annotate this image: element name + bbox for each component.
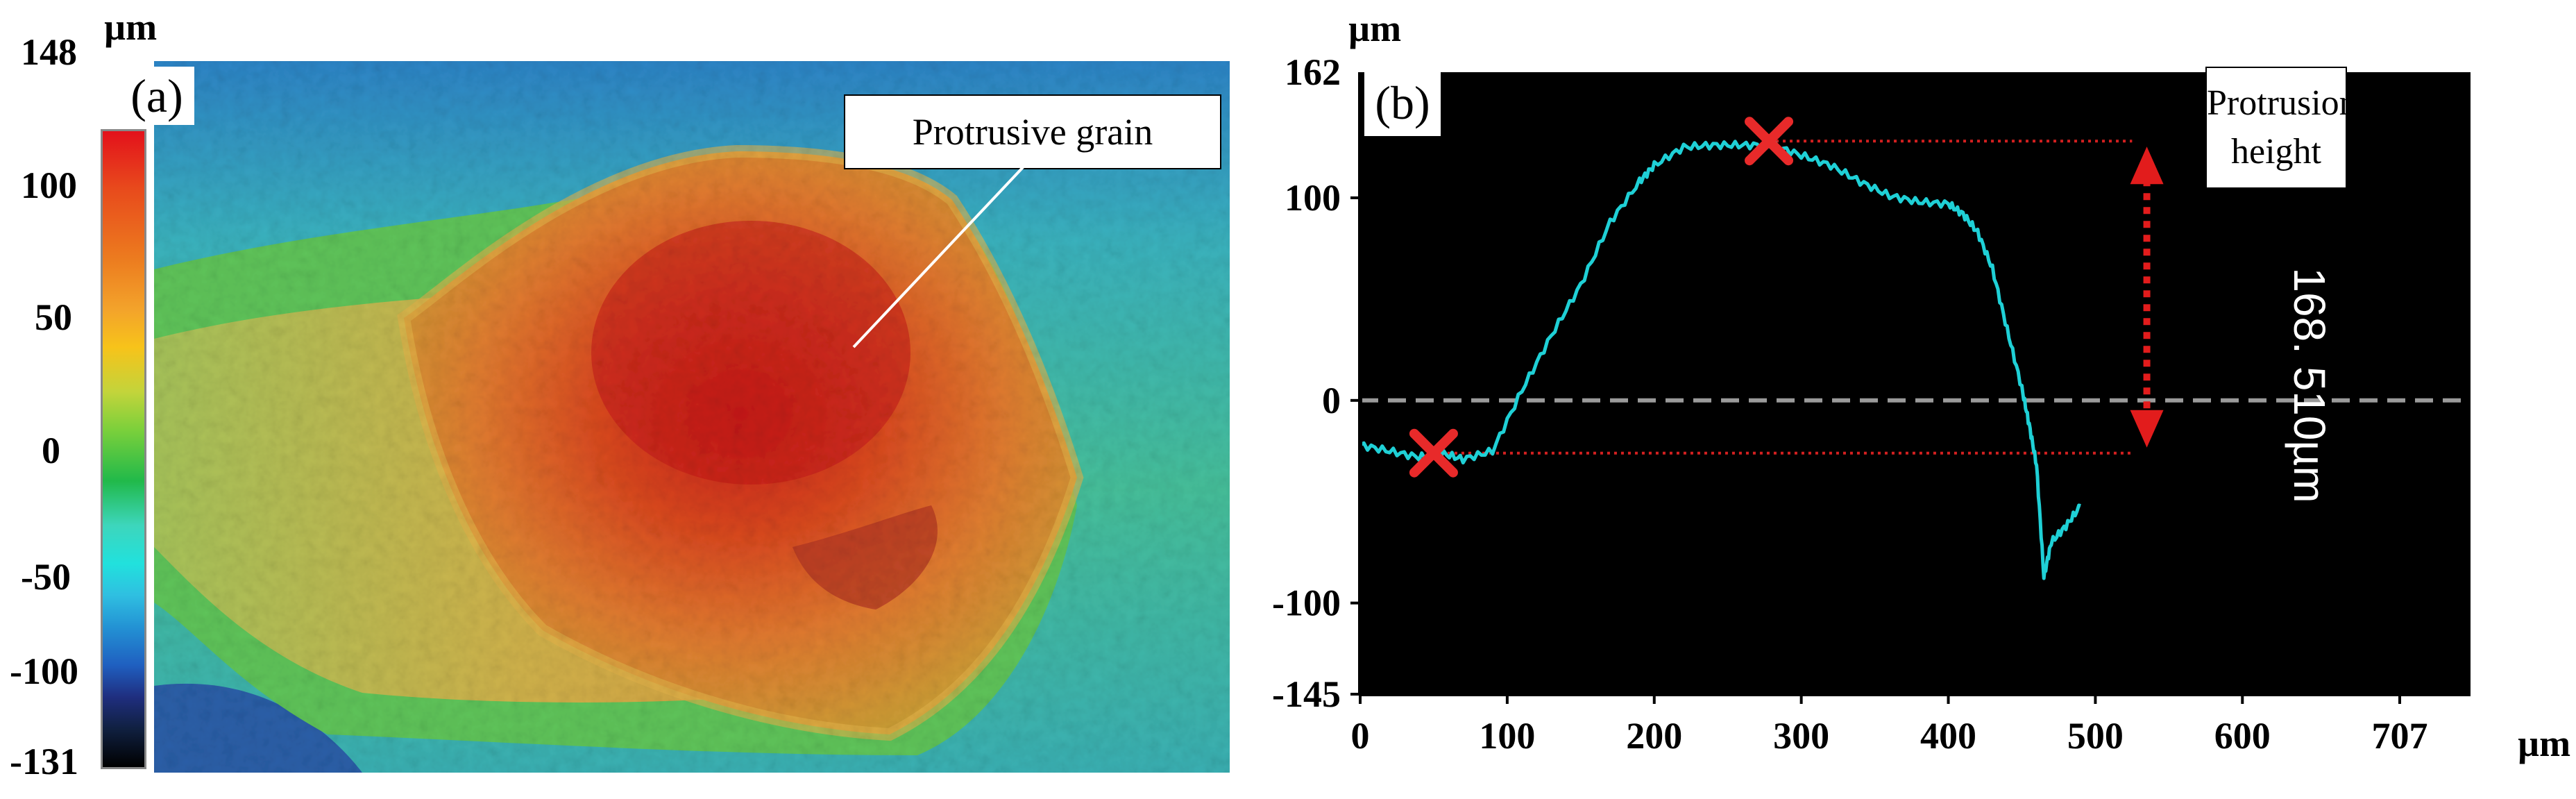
y-tick-label-1: 100 bbox=[1285, 177, 1341, 219]
height-arrow-head-bottom bbox=[2130, 410, 2164, 448]
y-tick-label-4: -145 bbox=[1272, 673, 1341, 715]
x-tick-label-7: 707 bbox=[2372, 715, 2428, 757]
scale-tick-100: 100 bbox=[21, 165, 77, 206]
marker-x-1-b bbox=[1745, 117, 1794, 166]
scale-min: -131 bbox=[10, 741, 78, 782]
x-tick-label-5: 500 bbox=[2067, 715, 2124, 757]
profile-line bbox=[1359, 140, 2081, 580]
x-tick-label-3: 300 bbox=[1773, 715, 1829, 757]
scale-tick-50: 50 bbox=[35, 296, 72, 338]
protrusion-height-label: Protrusion height bbox=[2205, 67, 2357, 189]
y-tick-label-3: -100 bbox=[1272, 582, 1341, 624]
x-tick-label-4: 400 bbox=[1920, 715, 1976, 757]
height-map-image bbox=[154, 61, 1230, 773]
x-axis-unit: µm bbox=[2518, 723, 2571, 764]
y-tick-label-0: 162 bbox=[1285, 51, 1341, 93]
marker-x-0-b bbox=[1409, 428, 1458, 478]
profile-chart: 0 100 200 300 400 500 600 707 162 100 0 -100 -145 bbox=[1272, 51, 2471, 757]
protrusive-grain-label: Protrusive grain bbox=[844, 94, 1221, 169]
panel-a-letter: (a) bbox=[119, 67, 194, 125]
scale-tick-neg100: -100 bbox=[10, 650, 78, 692]
x-tick-label-0: 0 bbox=[1351, 715, 1370, 757]
x-tick-label-2: 200 bbox=[1626, 715, 1682, 757]
x-tick-label-6: 600 bbox=[2214, 715, 2271, 757]
scale-max: 148 bbox=[21, 31, 77, 73]
panel-b-letter: (b) bbox=[1364, 69, 1441, 136]
x-tick-label-1: 100 bbox=[1479, 715, 1535, 757]
scale-tick-0: 0 bbox=[42, 430, 60, 471]
y-tick-label-2: 0 bbox=[1322, 380, 1341, 421]
scale-unit: µm bbox=[104, 6, 158, 48]
height-arrow-head-top bbox=[2130, 146, 2164, 185]
color-scale-bar bbox=[101, 129, 146, 769]
y-axis-unit: µm bbox=[1348, 8, 1402, 49]
height-measurement-label: 168. 510µm bbox=[2285, 267, 2334, 503]
scale-tick-neg50: -50 bbox=[21, 556, 71, 598]
annotation-leader-line bbox=[852, 165, 1025, 348]
protrusion-height-text: Protrusion height bbox=[2207, 83, 2357, 171]
